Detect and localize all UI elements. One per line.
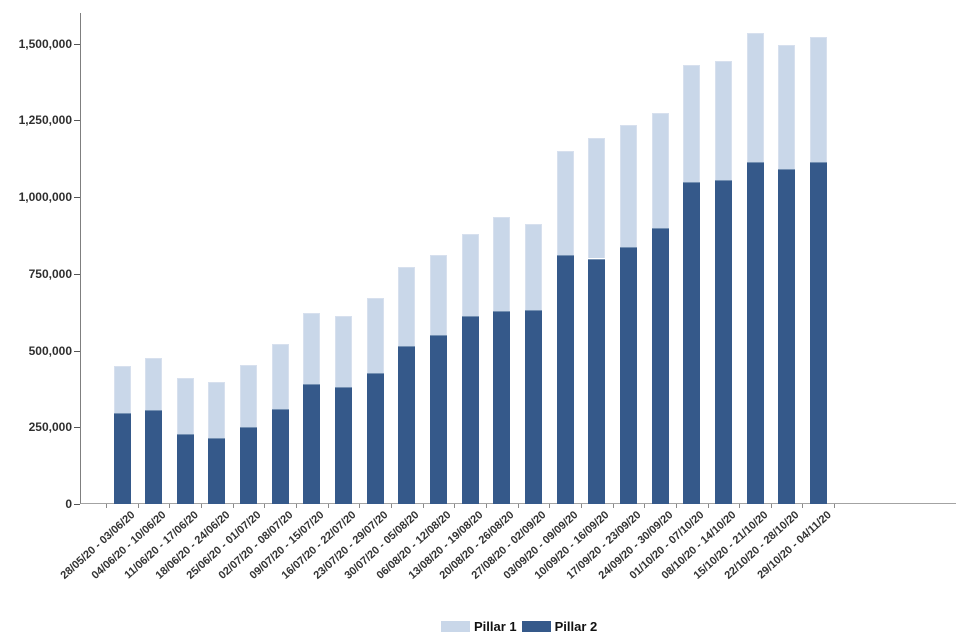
bar-segment-pillar2[interactable] — [493, 311, 511, 504]
y-axis-tick — [74, 120, 80, 122]
bar-segment-pillar1[interactable] — [588, 138, 606, 259]
x-axis-tick — [485, 504, 487, 508]
bar-segment-pillar1[interactable] — [240, 364, 258, 427]
bar-segment-pillar1[interactable] — [746, 32, 764, 163]
bar-segment-pillar1[interactable] — [208, 382, 226, 438]
bar-segment-pillar2[interactable] — [588, 258, 606, 504]
bar-segment-pillar1[interactable] — [113, 365, 131, 414]
legend-swatch-icon — [441, 621, 470, 632]
legend-item-pillar-2[interactable]: Pillar 2 — [521, 619, 598, 634]
bar-segment-pillar1[interactable] — [778, 45, 796, 169]
bar-segment-pillar1[interactable] — [430, 255, 447, 335]
x-axis-tick — [802, 504, 804, 508]
bar-segment-pillar2[interactable] — [778, 168, 796, 504]
bar-segment-pillar2[interactable] — [113, 413, 131, 504]
x-axis-tick — [549, 504, 551, 508]
x-axis-tick — [739, 504, 741, 508]
bar-segment-pillar2[interactable] — [683, 181, 701, 504]
bar-segment-pillar2[interactable] — [366, 372, 384, 504]
bar-segment-pillar2[interactable] — [240, 426, 258, 504]
y-axis-tick-label: 1,250,000 — [18, 113, 72, 128]
x-axis-tick — [770, 504, 772, 508]
bar-segment-pillar2[interactable] — [461, 316, 479, 504]
y-axis-tick — [74, 197, 80, 199]
x-axis-tick — [232, 504, 234, 508]
x-axis-tick — [106, 504, 108, 508]
x-axis-tick — [296, 504, 298, 508]
y-axis-tick-label: 500,000 — [28, 343, 72, 358]
x-axis-tick — [201, 504, 203, 508]
plot-area — [80, 13, 956, 504]
x-axis-tick — [422, 504, 424, 508]
bar-segment-pillar1[interactable] — [335, 315, 353, 388]
bar-segment-pillar2[interactable] — [271, 409, 289, 504]
bar-segment-pillar2[interactable] — [809, 161, 827, 504]
y-axis-tick — [74, 273, 80, 275]
bar-segment-pillar2[interactable] — [430, 334, 447, 504]
y-axis-tick-label: 1,000,000 — [18, 190, 72, 205]
bar-segment-pillar1[interactable] — [683, 64, 701, 182]
y-axis-tick-label: 0 — [65, 497, 72, 511]
x-axis-tick — [327, 504, 329, 508]
bar-segment-pillar2[interactable] — [714, 179, 732, 504]
bar-segment-pillar2[interactable] — [619, 246, 637, 504]
x-axis-tick — [612, 504, 614, 508]
bar-segment-pillar1[interactable] — [714, 60, 732, 180]
bar-segment-pillar1[interactable] — [176, 378, 194, 434]
bar-segment-pillar1[interactable] — [651, 113, 669, 229]
y-axis-tick-label: 1,500,000 — [18, 36, 72, 51]
bar-segment-pillar2[interactable] — [651, 228, 669, 504]
bar-segment-pillar1[interactable] — [619, 125, 637, 247]
bar-segment-pillar2[interactable] — [398, 345, 416, 504]
bar-segment-pillar2[interactable] — [303, 384, 321, 504]
x-axis-tick — [517, 504, 519, 508]
y-axis-tick-label: 250,000 — [28, 420, 72, 435]
bar-segment-pillar2[interactable] — [556, 255, 574, 504]
x-axis-tick — [264, 504, 266, 508]
x-axis-tick — [644, 504, 646, 508]
bar-segment-pillar1[interactable] — [556, 151, 574, 256]
legend-item-pillar-1[interactable]: Pillar 1 — [441, 619, 517, 634]
x-axis-tick — [675, 504, 677, 508]
x-axis-tick — [169, 504, 171, 508]
legend-label: Pillar 2 — [554, 619, 598, 634]
y-axis-tick — [74, 504, 80, 505]
y-axis-tick — [74, 350, 80, 352]
legend-label: Pillar 1 — [474, 619, 517, 634]
legend: Pillar 1 Pillar 2 — [441, 619, 597, 634]
bar-segment-pillar2[interactable] — [524, 310, 542, 504]
bar-segment-pillar1[interactable] — [461, 233, 479, 317]
bar-segment-pillar1[interactable] — [303, 312, 321, 384]
bar-segment-pillar1[interactable] — [524, 223, 542, 311]
x-axis-tick — [454, 504, 456, 508]
y-axis-tick-label: 750,000 — [28, 266, 72, 281]
bar-segment-pillar2[interactable] — [145, 409, 163, 504]
bar-segment-pillar2[interactable] — [176, 433, 194, 504]
bar-segment-pillar1[interactable] — [366, 297, 384, 373]
y-axis-tick — [74, 427, 80, 429]
x-axis-tick — [359, 504, 361, 508]
bar-segment-pillar1[interactable] — [398, 267, 416, 346]
bar-segment-pillar1[interactable] — [271, 343, 289, 410]
x-axis-tick — [137, 504, 139, 508]
bar-segment-pillar2[interactable] — [208, 437, 226, 504]
bar-segment-pillar2[interactable] — [335, 387, 353, 504]
x-axis-tick — [580, 504, 582, 508]
bar-segment-pillar2[interactable] — [746, 162, 764, 504]
bar-segment-pillar1[interactable] — [809, 36, 827, 162]
y-axis-tick — [74, 43, 80, 45]
x-axis-tick — [834, 504, 836, 508]
bar-segment-pillar1[interactable] — [493, 217, 511, 312]
legend-swatch-icon — [521, 621, 551, 632]
bar-segment-pillar1[interactable] — [145, 358, 163, 410]
x-axis-tick — [391, 504, 393, 508]
x-axis-tick — [707, 504, 709, 508]
